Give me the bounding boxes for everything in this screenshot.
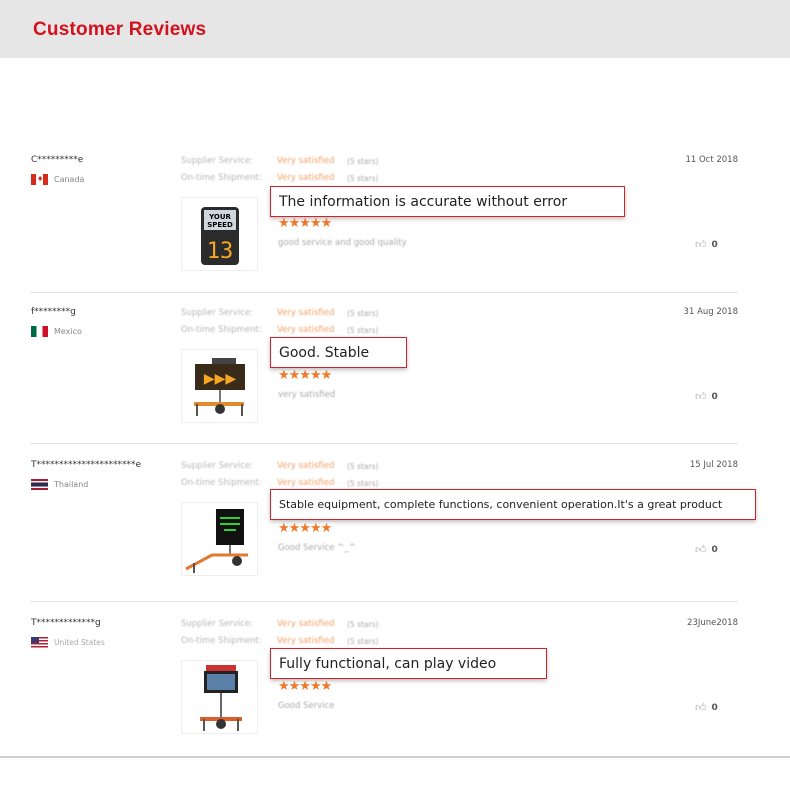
- reviewer-country: Mexico: [31, 326, 82, 337]
- supplier-stars: (5 stars): [347, 157, 379, 166]
- reviewer-country: Thailand: [31, 479, 88, 490]
- shipment-rating: Very satisfied: [277, 636, 335, 646]
- review-highlight-callout: The information is accurate without erro…: [270, 186, 625, 217]
- mexico-flag-icon: [31, 326, 48, 337]
- review-comment: Good Service: [278, 701, 335, 711]
- country-label: Canada: [54, 175, 85, 184]
- divider: [30, 601, 738, 602]
- review-comment: very satisfied: [278, 390, 336, 400]
- review-comment: Good Service ^_^: [278, 543, 356, 553]
- country-label: Thailand: [54, 480, 89, 489]
- supplier-label: Supplier Service:: [181, 461, 254, 471]
- shipment-label: On-time Shipment:: [181, 478, 262, 488]
- product-image-speed-sign[interactable]: YOUR SPEED 13: [181, 197, 258, 271]
- svg-text:▶▶▶: ▶▶▶: [204, 371, 237, 387]
- like-button[interactable]: 👍︎ 0: [695, 390, 718, 403]
- like-count: 0: [711, 702, 718, 713]
- review-date: 23June2018: [687, 618, 738, 628]
- shipment-label: On-time Shipment:: [181, 636, 262, 646]
- thumbs-up-icon: 👍︎: [695, 238, 707, 251]
- like-button[interactable]: 👍︎ 0: [695, 238, 718, 251]
- like-button[interactable]: 👍︎ 0: [695, 701, 718, 714]
- shipment-rating: Very satisfied: [277, 478, 335, 488]
- review-item: T*************g United States Supplier S…: [0, 613, 790, 763]
- rating-stars: ★★★★★: [278, 521, 332, 536]
- page-title: Customer Reviews: [33, 19, 207, 40]
- supplier-label: Supplier Service:: [181, 619, 254, 629]
- like-count: 0: [711, 544, 718, 555]
- reviewer-country: United States: [31, 637, 105, 648]
- product-image-arrow-board-trailer[interactable]: ▶▶▶: [181, 349, 258, 423]
- supplier-stars: (5 stars): [347, 462, 379, 471]
- review-item: T**********************e Thailand Suppli…: [0, 455, 790, 605]
- svg-text:13: 13: [207, 239, 234, 264]
- reviewer-name: C*********e: [31, 155, 84, 165]
- supplier-rating: Very satisfied: [277, 461, 335, 471]
- usa-flag-icon: [31, 637, 48, 648]
- svg-text:YOUR: YOUR: [208, 213, 231, 221]
- shipment-stars: (5 stars): [347, 174, 379, 183]
- rating-stars: ★★★★★: [278, 679, 332, 694]
- shipment-rating: Very satisfied: [277, 325, 335, 335]
- review-date: 31 Aug 2018: [683, 307, 738, 317]
- supplier-rating: Very satisfied: [277, 308, 335, 318]
- supplier-label: Supplier Service:: [181, 156, 254, 166]
- svg-text:SPEED: SPEED: [207, 221, 233, 229]
- header: Customer Reviews: [0, 0, 790, 58]
- supplier-stars: (5 stars): [347, 309, 379, 318]
- thumbs-up-icon: 👍︎: [695, 701, 707, 714]
- review-highlight-callout: Stable equipment, complete functions, co…: [270, 489, 756, 520]
- reviewer-name: T*************g: [31, 618, 101, 628]
- product-image-message-sign-trailer[interactable]: [181, 502, 258, 576]
- supplier-rating: Very satisfied: [277, 156, 335, 166]
- shipment-label: On-time Shipment:: [181, 173, 262, 183]
- shipment-stars: (5 stars): [347, 326, 379, 335]
- reviewer-name: T**********************e: [31, 460, 142, 470]
- like-count: 0: [711, 239, 718, 250]
- supplier-stars: (5 stars): [347, 620, 379, 629]
- thumbs-up-icon: 👍︎: [695, 390, 707, 403]
- divider: [30, 292, 738, 293]
- thumbs-up-icon: 👍︎: [695, 543, 707, 556]
- shipment-stars: (5 stars): [347, 479, 379, 488]
- shipment-label: On-time Shipment:: [181, 325, 262, 335]
- thailand-flag-icon: [31, 479, 48, 490]
- review-date: 15 Jul 2018: [689, 460, 738, 470]
- like-count: 0: [711, 391, 718, 402]
- product-image-video-screen-trailer[interactable]: [181, 660, 258, 734]
- rating-stars: ★★★★★: [278, 368, 332, 383]
- divider: [30, 443, 738, 444]
- country-label: Mexico: [54, 327, 82, 336]
- review-date: 11 Oct 2018: [685, 155, 738, 165]
- review-highlight-callout: Good. Stable: [270, 337, 407, 368]
- review-item: f********g Mexico Supplier Service: Very…: [0, 302, 790, 452]
- shipment-stars: (5 stars): [347, 637, 379, 646]
- country-label: United States: [54, 638, 105, 647]
- supplier-rating: Very satisfied: [277, 619, 335, 629]
- supplier-label: Supplier Service:: [181, 308, 254, 318]
- canada-flag-icon: ♦: [31, 174, 48, 185]
- review-item: C*********e ♦ Canada Supplier Service: V…: [0, 150, 790, 300]
- reviewer-country: ♦ Canada: [31, 174, 84, 185]
- bottom-border: [0, 756, 790, 758]
- rating-stars: ★★★★★: [278, 216, 332, 231]
- review-comment: good service and good quality: [278, 238, 407, 248]
- review-highlight-callout: Fully functional, can play video: [270, 648, 547, 679]
- shipment-rating: Very satisfied: [277, 173, 335, 183]
- reviewer-name: f********g: [31, 307, 76, 317]
- like-button[interactable]: 👍︎ 0: [695, 543, 718, 556]
